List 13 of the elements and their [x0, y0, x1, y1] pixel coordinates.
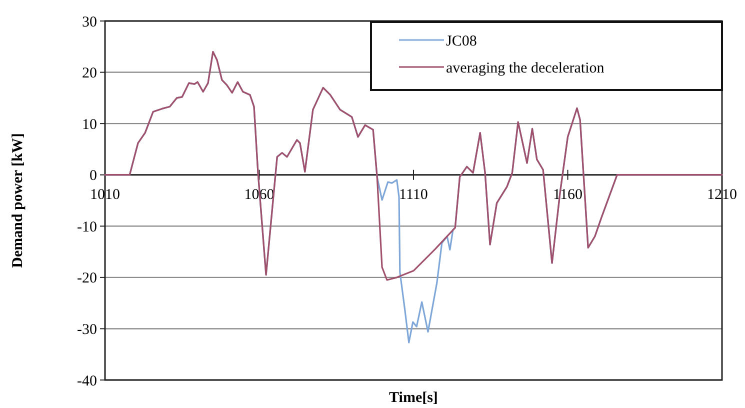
legend-label: JC08 — [446, 33, 477, 50]
y-tick-label: 10 — [82, 116, 97, 133]
y-tick-label: -30 — [77, 322, 97, 338]
y-tick-label: -10 — [77, 219, 97, 236]
y-tick-label: -40 — [77, 373, 97, 390]
legend-label: averaging the deceleration — [446, 60, 605, 76]
x-tick-label: 1110 — [399, 186, 428, 203]
y-tick-label: 0 — [90, 168, 97, 184]
y-axis-title: Demand power [kW] — [10, 133, 26, 268]
y-tick-label: 30 — [82, 14, 97, 30]
y-tick-label: -20 — [77, 270, 97, 287]
y-tick-label: 20 — [82, 66, 97, 82]
x-axis-title: Time[s] — [389, 390, 438, 406]
